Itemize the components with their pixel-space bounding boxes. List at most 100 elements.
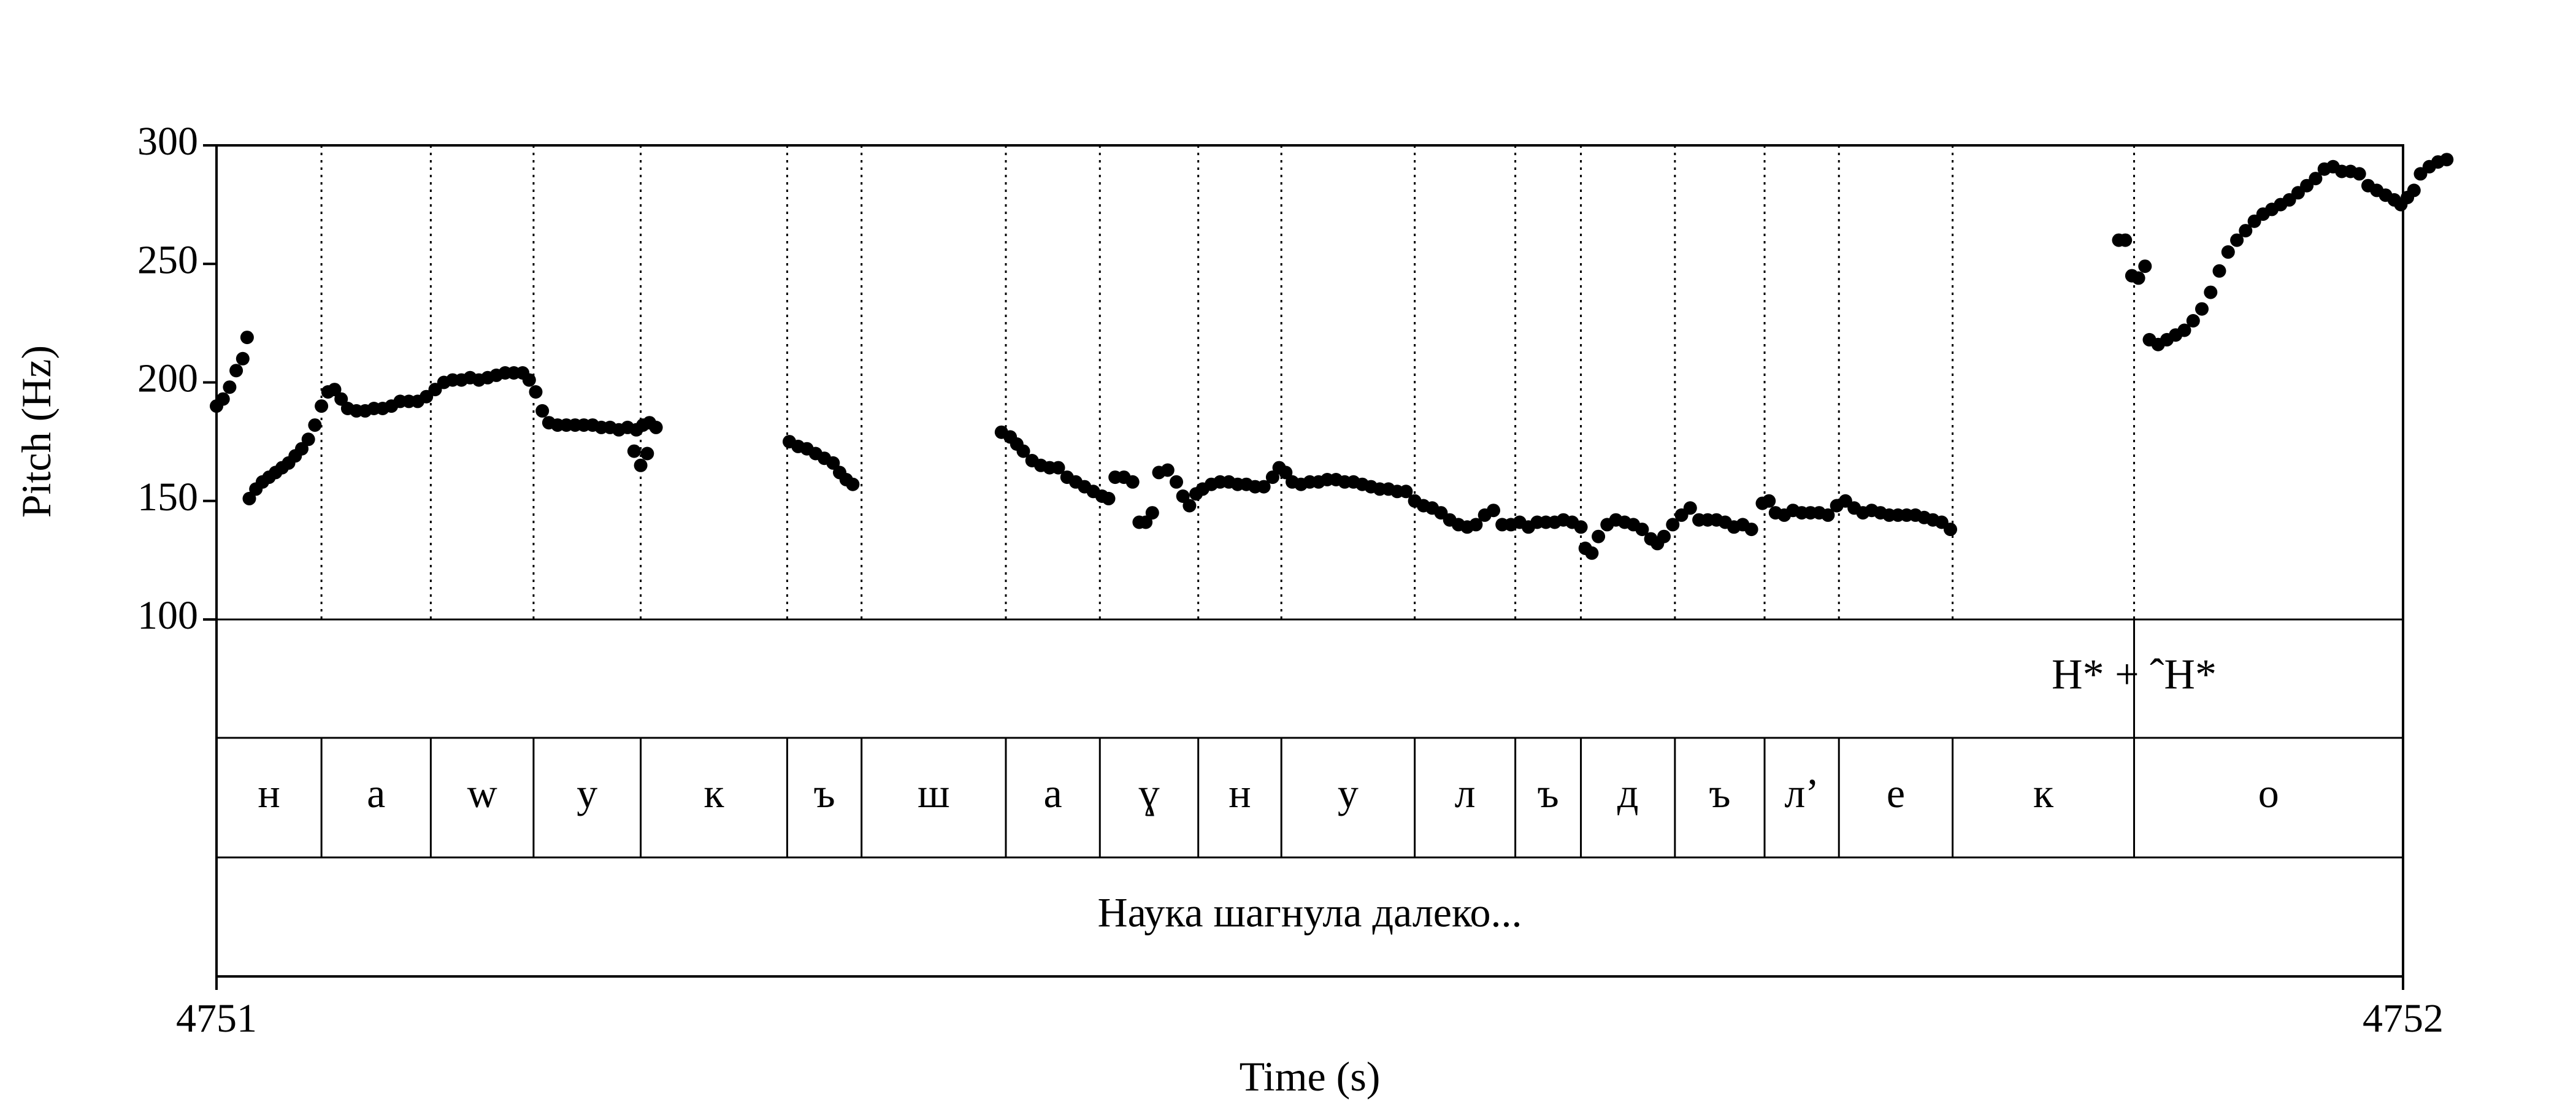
y-axis-title: Pitch (Hz) bbox=[13, 345, 59, 518]
segment-label: о bbox=[2258, 770, 2279, 816]
x-tick-label: 4752 bbox=[2363, 996, 2444, 1041]
pitch-track bbox=[210, 153, 2454, 560]
pitch-point-222 bbox=[2407, 183, 2421, 197]
segment-label: д bbox=[1617, 770, 1639, 816]
pitch-point-74 bbox=[1016, 444, 1030, 458]
pitch-point-107 bbox=[1279, 466, 1293, 480]
pitch-point-196 bbox=[2186, 314, 2200, 328]
pitch-point-94 bbox=[1176, 489, 1190, 503]
pitch-point-144 bbox=[1592, 529, 1606, 543]
pitch-point-143 bbox=[1585, 546, 1599, 560]
pitch-point-104 bbox=[1257, 480, 1271, 494]
pitch-point-210 bbox=[2309, 172, 2323, 186]
segment-label: н bbox=[258, 770, 280, 816]
pitch-point-59 bbox=[634, 458, 648, 472]
outer-frame bbox=[215, 144, 2404, 978]
segment-label: у bbox=[577, 770, 597, 816]
x-axis: 4751 4752 bbox=[176, 976, 2444, 1041]
tone-label: H* + ˆH* bbox=[2052, 651, 2217, 699]
pitch-point-20 bbox=[334, 392, 348, 406]
pitch-point-131 bbox=[1487, 504, 1500, 518]
segment-label: л’ bbox=[1784, 770, 1819, 816]
pitch-point-197 bbox=[2195, 302, 2209, 316]
pitch-point-93 bbox=[1170, 475, 1183, 489]
pitch-point-129 bbox=[1469, 518, 1483, 532]
pitch-point-149 bbox=[1635, 523, 1649, 537]
pitch-point-89 bbox=[1139, 515, 1153, 529]
segment-label: ъ bbox=[1537, 770, 1558, 816]
pitch-point-95 bbox=[1183, 499, 1197, 513]
pitch-point-58 bbox=[627, 444, 641, 458]
pitch-point-78 bbox=[1051, 461, 1065, 475]
pitch-point-5 bbox=[240, 331, 254, 345]
pitch-point-84 bbox=[1102, 491, 1116, 505]
segment-label: у bbox=[1338, 770, 1359, 816]
segment-label: а bbox=[1044, 770, 1062, 816]
segment-label: w bbox=[467, 770, 497, 816]
segment-label: к bbox=[2033, 770, 2054, 816]
y-tick-label: 100 bbox=[137, 593, 198, 638]
pitch-point-121 bbox=[1399, 485, 1413, 499]
pitch-point-171 bbox=[1821, 508, 1835, 522]
segment-label: ш bbox=[918, 770, 949, 816]
x-axis-title: Time (s) bbox=[1240, 1053, 1381, 1100]
pitch-point-92 bbox=[1160, 463, 1175, 477]
segment-label: ъ bbox=[813, 770, 835, 816]
pitch-point-202 bbox=[2239, 224, 2253, 238]
pitch-point-199 bbox=[2212, 264, 2226, 278]
sentence-label: Наука шагнула далеко... bbox=[1097, 889, 1522, 936]
pitch-point-195 bbox=[2177, 323, 2191, 337]
pitch-point-200 bbox=[2221, 245, 2235, 259]
plot-frame bbox=[215, 144, 2404, 978]
pitch-point-164 bbox=[1762, 494, 1776, 508]
segment-label: а bbox=[367, 770, 385, 816]
segment-label: ɣ bbox=[1138, 770, 1159, 816]
segment-label: к bbox=[704, 770, 725, 816]
pitch-point-3 bbox=[229, 364, 243, 378]
y-tick-label: 250 bbox=[137, 237, 198, 282]
segment-label: л bbox=[1455, 770, 1476, 816]
segment-label: ъ bbox=[1709, 770, 1730, 816]
segment-labels: н а w у к ъ ш а ɣ н у л ъ д ъ л’ е к о bbox=[258, 770, 2279, 816]
pitch-point-19 bbox=[328, 383, 342, 397]
pitch-point-90 bbox=[1145, 506, 1159, 520]
pitch-point-215 bbox=[2352, 167, 2366, 181]
pitch-point-189 bbox=[2131, 271, 2145, 285]
x-tick-label: 4751 bbox=[176, 996, 257, 1041]
segment-boundary-lines bbox=[320, 145, 2136, 857]
pitch-point-190 bbox=[2138, 259, 2152, 274]
y-tick-label: 300 bbox=[137, 119, 198, 164]
pitch-point-201 bbox=[2230, 233, 2244, 247]
pitch-point-226 bbox=[2440, 153, 2454, 167]
pitch-point-87 bbox=[1125, 475, 1140, 489]
pitch-point-153 bbox=[1666, 518, 1680, 532]
segment-label: е bbox=[1887, 770, 1905, 816]
annotation-tiers: H* + ˆH* н а w у к ъ ш а ɣ н у л ъ д ъ л’ е к о Наука шагн… bbox=[258, 651, 2279, 936]
pitch-point-70 bbox=[846, 477, 860, 491]
pitch-point-187 bbox=[2118, 233, 2133, 247]
pitch-point-105 bbox=[1265, 470, 1279, 485]
y-axis: 300 250 200 150 100 bbox=[137, 119, 217, 638]
pitch-point-141 bbox=[1574, 520, 1588, 534]
pitch-point-152 bbox=[1657, 529, 1671, 543]
pitch-point-185 bbox=[1944, 523, 1957, 537]
pitch-point-42 bbox=[522, 373, 536, 387]
pitch-point-2 bbox=[223, 380, 237, 394]
pitch-point-67 bbox=[826, 456, 840, 470]
pitch-point-44 bbox=[535, 404, 550, 418]
pitch-point-61 bbox=[649, 420, 663, 434]
y-tick-label: 150 bbox=[137, 475, 198, 519]
pitch-point-60 bbox=[640, 447, 654, 461]
pitch-point-198 bbox=[2204, 285, 2218, 299]
pitch-point-17 bbox=[315, 399, 329, 413]
pitch-point-1 bbox=[216, 392, 230, 406]
pitch-point-14 bbox=[295, 442, 309, 456]
pitch-point-6 bbox=[242, 491, 256, 505]
pitch-point-4 bbox=[236, 351, 250, 366]
y-tick-label: 200 bbox=[137, 356, 198, 401]
pitch-point-43 bbox=[529, 385, 543, 399]
pitch-point-155 bbox=[1683, 501, 1697, 515]
pitch-point-162 bbox=[1744, 523, 1758, 537]
pitch-point-15 bbox=[301, 432, 315, 447]
